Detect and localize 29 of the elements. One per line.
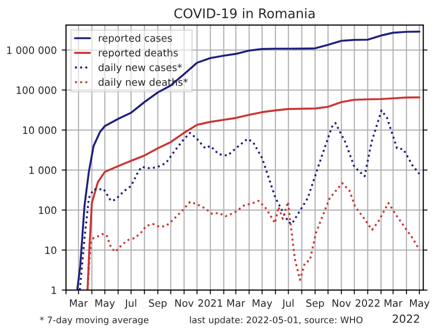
legend-label: daily new cases* [98, 63, 182, 74]
x-tick-label: Nov [332, 299, 351, 307]
x-tick-label: Sep [149, 299, 167, 309]
text: last update: 2022-05-01, source: WHO [190, 316, 362, 326]
y-tick-label: 1 000 000 [7, 46, 56, 54]
x-tick-label: May [252, 299, 272, 309]
y-tick-label: 10 000 [23, 126, 56, 134]
x-tick-label: May [410, 299, 430, 309]
chart-title: COVID-19 in Romania [174, 8, 314, 18]
y-tick-label: 1 [52, 286, 56, 294]
text: * 7-day moving average [40, 316, 148, 326]
y-tick-label: 1 000 [29, 166, 56, 174]
x-tick-label: May [95, 299, 115, 309]
x-tick-label: Nov [175, 299, 194, 307]
x-tick-label: Sep [306, 299, 324, 309]
y-tick-label: 10 [45, 246, 56, 254]
x-tick-label: Mar [227, 299, 246, 307]
legend-label: reported cases [98, 34, 172, 44]
x-tick-label: Jul [124, 299, 136, 309]
y-tick-label: 100 000 [16, 86, 56, 94]
legend-label: reported deaths [98, 48, 178, 58]
x-tick-label: Mar [384, 299, 403, 307]
x-tick-label: 2021 [198, 299, 222, 307]
x-tick-label: Jul [282, 299, 294, 309]
x-tick-label: Mar [70, 299, 88, 307]
line-series [76, 30, 420, 290]
text: 2022 [392, 314, 420, 323]
y-tick-label: 100 [38, 206, 56, 214]
x-tick-label: 2022 [356, 299, 380, 307]
